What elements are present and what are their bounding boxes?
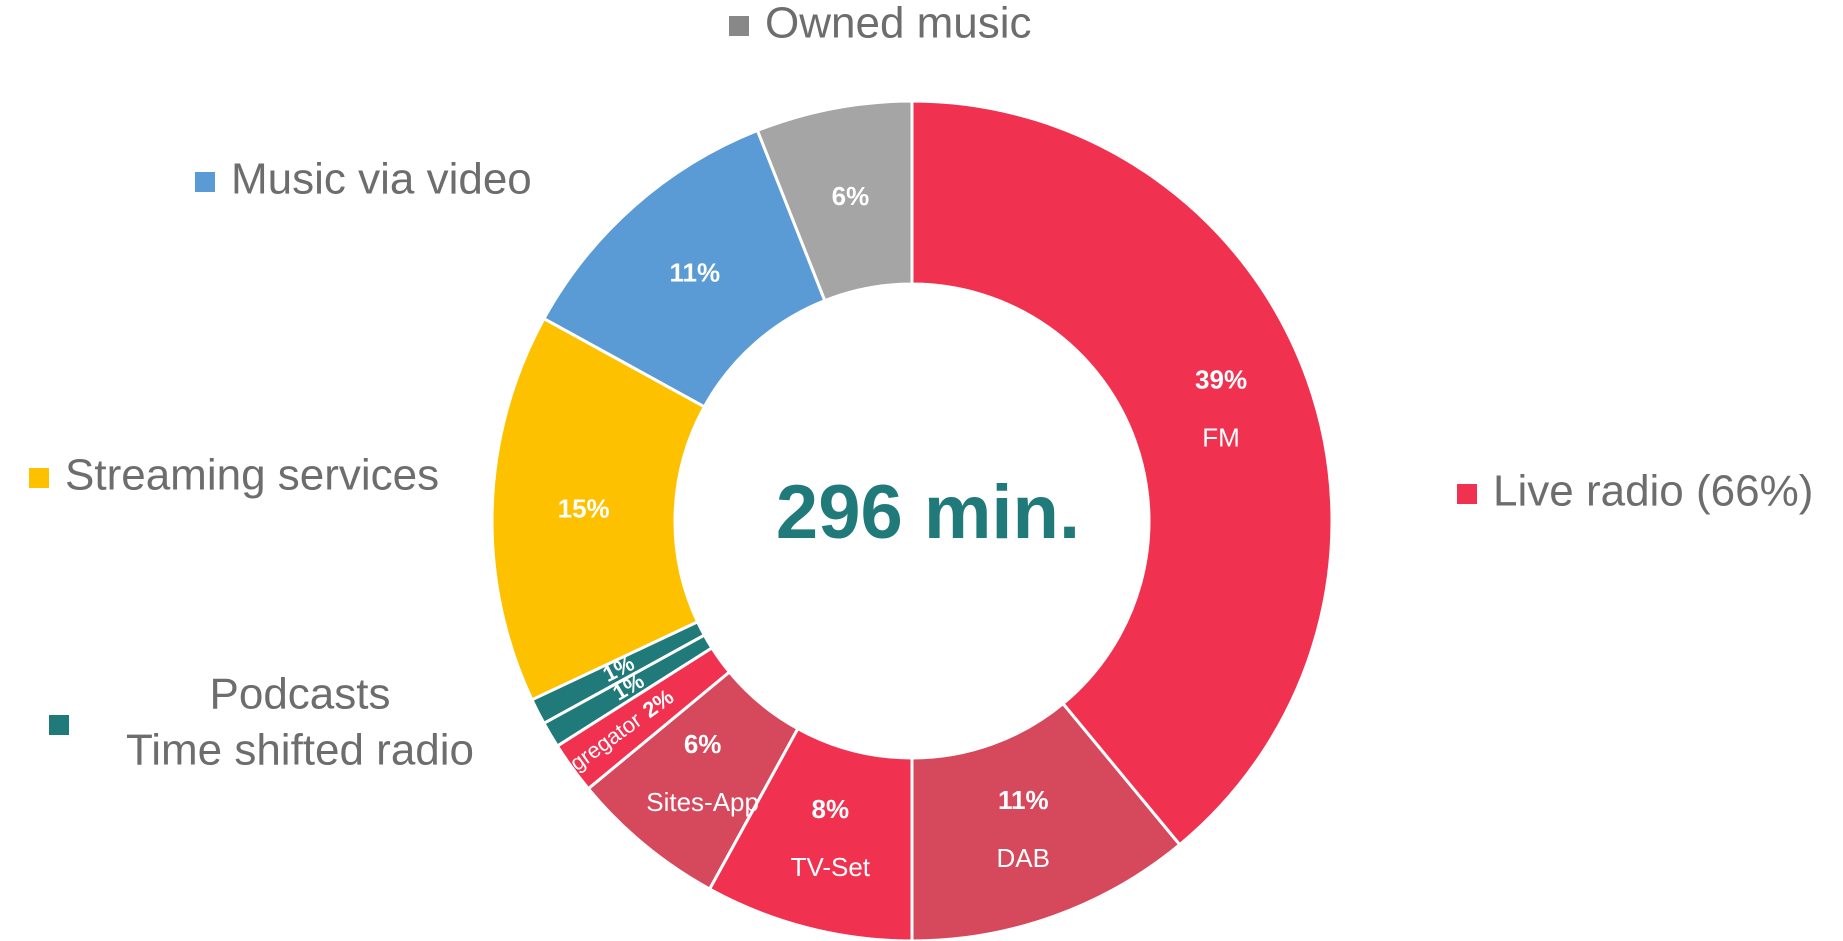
slice [910, 99, 1334, 847]
slice [541, 128, 827, 409]
labels: 39%FM11%DAB8%TV-Set6%Sites-AppAgregator2… [553, 181, 1247, 882]
center-text: 296 min. [776, 470, 1080, 555]
legend-label: Owned music [765, 0, 1032, 48]
legend-swatch [49, 715, 69, 735]
legend: Live radio (66%) Owned music Music via vid… [29, 0, 1813, 775]
legend-swatch [729, 16, 749, 36]
legend-label: Time shifted radio [126, 726, 474, 775]
slice [490, 316, 707, 702]
legend-label: Music via video [231, 155, 532, 204]
slice-value-label: 6% [832, 181, 870, 211]
slice [707, 726, 914, 941]
slice-sublabel: Sites-App [646, 787, 759, 817]
legend-swatch [1457, 484, 1477, 504]
slice [586, 669, 800, 892]
slice [555, 645, 732, 791]
slice-sublabel: TV-Set [791, 852, 871, 882]
slice-value-label: 15% [558, 494, 610, 524]
slice-value-label: 6% [684, 729, 722, 759]
legend-label: Streaming services [65, 451, 439, 500]
slice-sublabel: FM [1202, 423, 1240, 453]
slice-value-label: 11% [998, 785, 1049, 815]
slice-value-label: 39% [1195, 365, 1247, 395]
slice-value-label: 8% [812, 794, 850, 824]
legend-swatch [195, 172, 215, 192]
slice-value-label: 11% [669, 257, 720, 287]
legend-label: Podcasts [210, 670, 391, 719]
slice-sublabel: DAB [997, 843, 1050, 873]
legend-swatch [29, 468, 49, 488]
legend-label: Live radio (66%) [1493, 467, 1813, 516]
